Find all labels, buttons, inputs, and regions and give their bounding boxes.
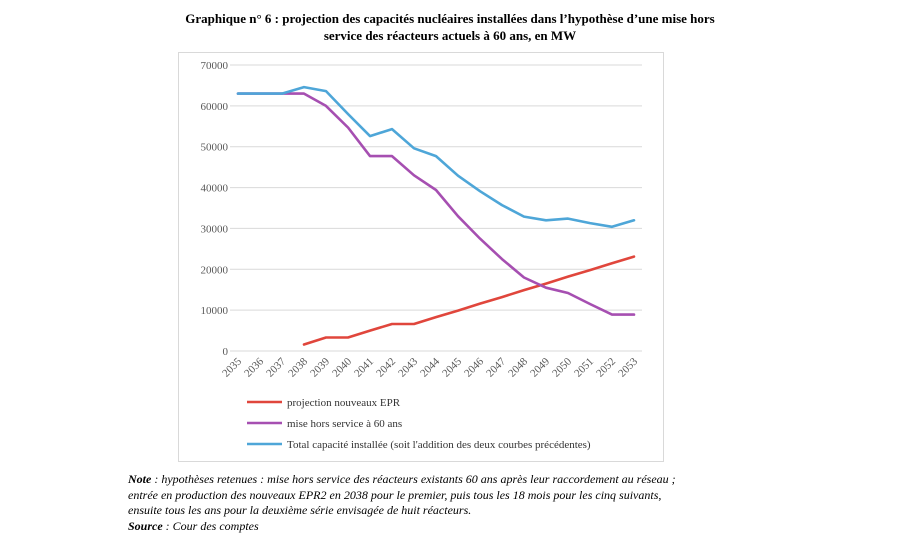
note-text-3: ensuite tous les ans pour la deuxième sé… bbox=[128, 503, 472, 517]
y-tick-label: 50000 bbox=[201, 142, 229, 154]
chart-title-line-1: Graphique n° 6 : projection des capacité… bbox=[185, 11, 715, 26]
y-tick-label: 0 bbox=[223, 346, 229, 358]
legend-label-3: Total capacité installée (soit l'additio… bbox=[287, 439, 591, 451]
x-tick-label: 2043 bbox=[396, 355, 420, 379]
chart-title: Graphique n° 6 : projection des capacité… bbox=[0, 10, 900, 44]
y-tick-label: 60000 bbox=[201, 101, 229, 113]
x-tick-label: 2045 bbox=[440, 355, 464, 379]
x-tick-label: 2050 bbox=[550, 355, 574, 379]
x-tick-label: 2042 bbox=[374, 356, 398, 380]
x-tick-label: 2052 bbox=[594, 356, 618, 380]
y-tick-label: 20000 bbox=[201, 264, 229, 276]
x-tick-label: 2044 bbox=[418, 355, 442, 379]
x-tick-label: 2040 bbox=[330, 355, 354, 379]
source-text: : Cour des comptes bbox=[162, 518, 259, 533]
x-tick-label: 2047 bbox=[484, 355, 508, 379]
series-line-3 bbox=[236, 85, 636, 229]
legend-label-2: mise hors service à 60 ans bbox=[287, 418, 402, 430]
x-tick-label: 2051 bbox=[572, 356, 596, 380]
chart-frame bbox=[178, 52, 664, 462]
x-tick-label: 2053 bbox=[616, 355, 640, 379]
chart-note: Note : hypothèses retenues : mise hors s… bbox=[128, 472, 848, 534]
x-tick-label: 2048 bbox=[506, 355, 530, 379]
note-label: Note bbox=[128, 472, 152, 486]
y-tick-label: 30000 bbox=[201, 223, 229, 235]
series-line-1 bbox=[302, 255, 636, 346]
note-text-2: entrée en production des nouveaux EPR2 e… bbox=[128, 487, 662, 502]
x-tick-label: 2041 bbox=[352, 356, 376, 380]
x-tick-label: 2038 bbox=[286, 355, 310, 379]
x-tick-label: 2036 bbox=[242, 355, 266, 379]
y-tick-label: 40000 bbox=[201, 183, 229, 195]
x-tick-label: 2037 bbox=[264, 355, 288, 379]
chart-title-line-2: service des réacteurs actuels à 60 ans, … bbox=[323, 28, 577, 43]
x-tick-label: 2039 bbox=[308, 355, 332, 379]
series-line-2 bbox=[236, 92, 636, 316]
y-tick-label: 10000 bbox=[201, 305, 229, 317]
x-tick-label: 2035 bbox=[220, 355, 244, 379]
x-tick-label: 2049 bbox=[528, 355, 552, 379]
y-tick-label: 70000 bbox=[201, 60, 229, 72]
legend-label-1: projection nouveaux EPR bbox=[287, 397, 401, 409]
x-tick-label: 2046 bbox=[462, 355, 486, 379]
note-text-1: : hypothèses retenues : mise hors servic… bbox=[151, 472, 676, 486]
source-label: Source bbox=[128, 518, 163, 533]
